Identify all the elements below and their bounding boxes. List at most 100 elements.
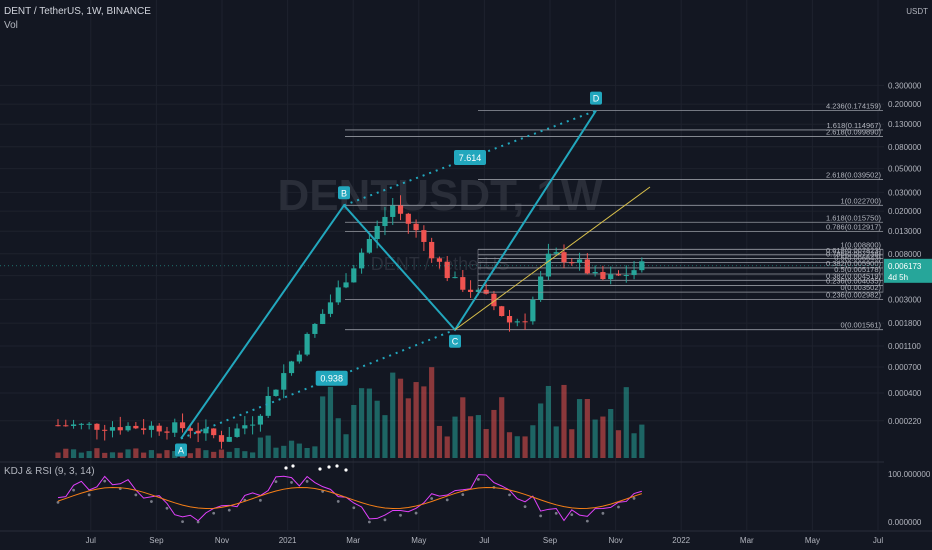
time-tick-label: Jul xyxy=(873,536,883,545)
volume-bar xyxy=(164,450,170,458)
volume-bar xyxy=(436,425,443,458)
candle-body xyxy=(55,425,61,427)
kdj-dot xyxy=(414,511,418,515)
candle-body xyxy=(491,293,497,307)
price-axis: 0.300000 0.200000 0.130000 0.080000 0.050000… xyxy=(884,0,932,550)
watermark-name: DENT / TetherUS xyxy=(371,254,509,274)
price-tick-label: 0.000400 xyxy=(888,389,922,398)
kdj-dot xyxy=(632,496,636,500)
ratio-label: 0.938 xyxy=(320,374,343,384)
fib-level-label: 0.5(0.005178) xyxy=(834,265,881,274)
candle-body xyxy=(86,423,92,425)
candle-body xyxy=(250,424,256,426)
rsi-line xyxy=(57,486,642,510)
candle-body xyxy=(366,238,372,253)
candle-body xyxy=(460,277,466,290)
candle-body xyxy=(576,259,583,263)
kdj-dot xyxy=(87,493,91,497)
fib-level-label: 0.786(0.007238) xyxy=(826,249,882,258)
volume-bar xyxy=(172,451,178,458)
candle-body xyxy=(592,272,598,274)
volume-bar xyxy=(327,386,334,458)
candle-body xyxy=(390,205,396,217)
volume-bar xyxy=(374,400,380,458)
volume-bar xyxy=(561,384,567,458)
overbought-dot xyxy=(327,465,331,469)
volume-bar xyxy=(211,451,217,458)
volume-bar xyxy=(639,424,645,458)
volume-bar xyxy=(55,452,61,458)
volume-bar xyxy=(483,429,489,458)
kdj-dot xyxy=(150,500,153,503)
candle-body xyxy=(327,302,334,314)
time-tick-label: Sep xyxy=(543,536,558,545)
kdj-dot xyxy=(554,511,558,515)
candle-body xyxy=(265,395,271,416)
volume-bar xyxy=(148,450,155,458)
candle-body xyxy=(179,422,186,429)
volume-bar xyxy=(141,452,147,458)
time-tick-label: Mar xyxy=(740,536,754,545)
volume-bar xyxy=(499,397,505,458)
volume-bar xyxy=(608,409,614,458)
candle-body xyxy=(281,373,287,390)
volume-bar xyxy=(491,409,497,458)
volume-bar xyxy=(335,418,341,458)
candle-body xyxy=(467,289,474,292)
time-tick-label: Mar xyxy=(346,536,360,545)
indicator-label: KDJ & RSI (9, 3, 14) xyxy=(4,466,95,477)
symbol-title[interactable]: DENT / TetherUS, 1W, BINANCE xyxy=(4,6,151,17)
fib-level-label: 1(0.022700) xyxy=(841,196,882,205)
volume-bar xyxy=(592,419,598,458)
volume-bar xyxy=(358,388,365,458)
volume-bar xyxy=(506,432,513,458)
overbought-dot xyxy=(291,464,295,468)
kdj-dot xyxy=(56,501,60,504)
candle-body xyxy=(545,253,552,277)
candle-body xyxy=(117,427,123,431)
volume-bar xyxy=(242,451,248,458)
candle-body xyxy=(203,428,209,434)
candle-body xyxy=(413,223,419,231)
volume-bar xyxy=(569,429,575,458)
candle-body xyxy=(141,428,147,430)
volume-bar xyxy=(429,367,435,458)
kdj-dot xyxy=(227,508,231,512)
candle-body xyxy=(358,252,365,269)
candle-body xyxy=(405,213,411,224)
candle-body xyxy=(538,276,544,300)
volume-bar xyxy=(538,403,544,458)
volume-bar xyxy=(226,451,232,458)
candle-body xyxy=(148,425,155,430)
pattern-point-badge xyxy=(590,91,602,105)
volume-bar xyxy=(576,399,583,458)
price-tick-label: 0.020000 xyxy=(888,207,922,216)
candle-body xyxy=(623,274,629,276)
price-tick-label: 0.000700 xyxy=(888,363,922,372)
volume-bar xyxy=(405,398,411,458)
volume-label: Vol xyxy=(4,20,18,31)
candle-body xyxy=(335,287,341,303)
price-tick-label: 0.013000 xyxy=(888,227,922,236)
volume-bar xyxy=(623,387,629,458)
candle-body xyxy=(172,422,178,433)
price-tick-label: 0.001100 xyxy=(888,342,921,351)
time-tick-label: Sep xyxy=(149,536,164,545)
kdj-dot xyxy=(181,520,184,524)
fib-level-label: 1.618(0.114967) xyxy=(827,121,882,130)
candle-body xyxy=(421,230,427,242)
volume-bar xyxy=(63,448,69,458)
volume-bar xyxy=(584,399,590,458)
price-tick-label: 0.130000 xyxy=(888,120,922,129)
kdj-dot xyxy=(367,520,371,524)
candle-body xyxy=(514,321,520,323)
candle-body xyxy=(382,216,388,227)
volume-bar xyxy=(390,372,396,458)
volume-bar xyxy=(117,452,123,458)
price-tick-label: 0.008000 xyxy=(888,250,922,259)
kdj-dot xyxy=(445,498,449,502)
candle-body xyxy=(218,435,225,442)
overbought-dot xyxy=(344,468,348,472)
fib-level-label: 0.5(0.006643) xyxy=(834,253,881,262)
